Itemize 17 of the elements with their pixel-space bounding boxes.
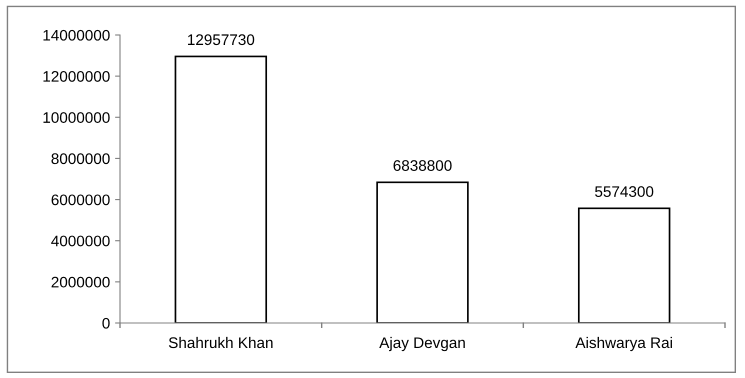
- x-tick-label: Ajay Devgan: [379, 336, 465, 352]
- y-tick-label: 8000000: [51, 153, 110, 164]
- y-tick-label: 6000000: [52, 194, 110, 206]
- bar: [578, 207, 670, 323]
- data-label: 12957730: [188, 34, 254, 46]
- y-tick-label: 12000000: [43, 71, 110, 82]
- data-label: 6838800: [394, 160, 452, 171]
- y-tick-label: 10000000: [43, 112, 110, 123]
- y-tick-label: 4000000: [51, 236, 110, 246]
- y-tick-label: 0: [102, 318, 110, 329]
- y-tick-label: 2000000: [52, 276, 110, 288]
- x-tick-label: Shahrukh Khan: [168, 336, 273, 348]
- data-label: 5574300: [595, 186, 654, 197]
- y-tick-label: 14000000: [43, 30, 110, 41]
- x-tick-label: Aishwarya Rai: [575, 336, 672, 352]
- bar: [376, 181, 469, 323]
- bar: [174, 56, 268, 323]
